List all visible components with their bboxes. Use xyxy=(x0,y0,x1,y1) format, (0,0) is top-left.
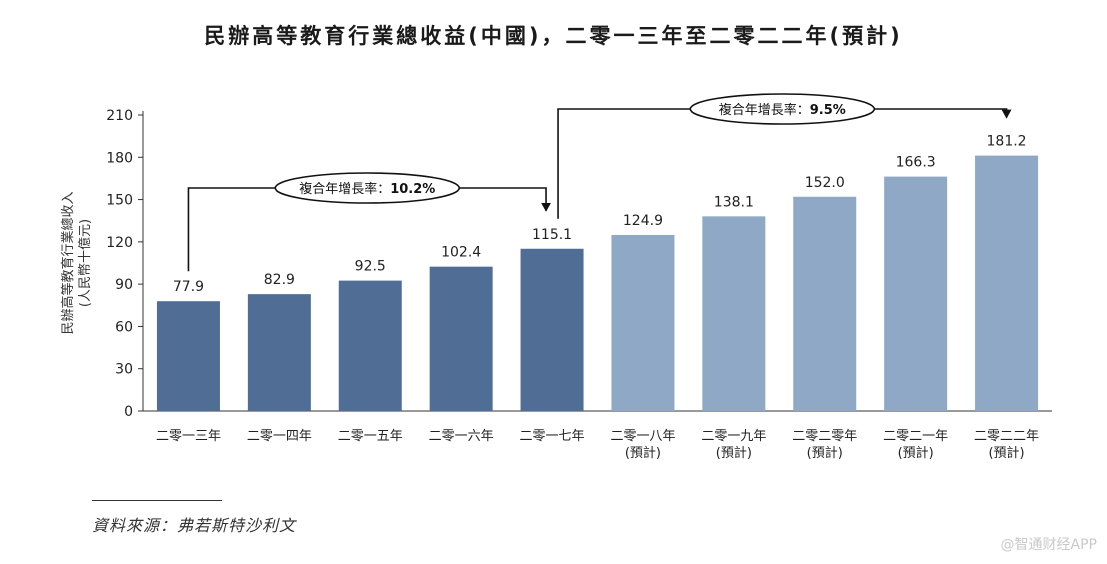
source-note: 資料來源：弗若斯特沙利文 xyxy=(92,516,297,535)
data-label: 152.0 xyxy=(805,175,845,191)
cagr-value: 9.5% xyxy=(810,103,846,118)
y-tick-label: 120 xyxy=(106,235,133,251)
data-label: 77.9 xyxy=(173,279,204,295)
x-tick-label: 二零一八年 xyxy=(610,429,675,444)
x-tick-label: (預計) xyxy=(716,445,752,461)
bar xyxy=(611,234,675,411)
x-tick-label: 二零一五年 xyxy=(338,429,403,444)
y-tick-label: 90 xyxy=(115,277,133,293)
data-labels: 77.9 82.9 92.5 102.4 115.1 124.9 138.1 152.0 166… xyxy=(173,134,1027,296)
bar xyxy=(975,155,1039,411)
x-tick-label: (預計) xyxy=(625,445,661,461)
watermark: @智通财经APP xyxy=(1000,537,1097,553)
cagr-value: 10.2% xyxy=(390,182,435,197)
y-axis-label: 民辦高等教育行業總收入 (人民幣十億元) xyxy=(60,191,93,334)
x-tick-label: 二零一九年 xyxy=(701,429,766,444)
bars xyxy=(156,155,1039,411)
data-label: 82.9 xyxy=(264,272,295,288)
cagr-ellipse xyxy=(689,93,876,125)
y-tick-label: 60 xyxy=(115,319,133,335)
y-axis-label-line: 民辦高等教育行業總收入 xyxy=(60,191,76,334)
y-axis-label-line: (人民幣十億元) xyxy=(77,219,93,307)
axes: 0 30 60 90 120 150 180 210 xyxy=(106,108,1052,420)
bar xyxy=(338,280,402,411)
cagr-label: 複合年增長率：10.2% xyxy=(299,181,435,197)
cagr-label-text: 複合年增長率： xyxy=(299,181,390,197)
y-tick-label: 30 xyxy=(115,362,133,378)
data-label: 102.4 xyxy=(441,245,481,261)
x-tick-label: (預計) xyxy=(988,445,1024,461)
x-tick-label: 二零二二年 xyxy=(974,429,1039,444)
cagr-ellipse xyxy=(274,172,461,204)
data-label: 124.9 xyxy=(623,213,663,229)
x-tick-label: 二零一六年 xyxy=(429,429,494,444)
x-tick-label: 二零二零年 xyxy=(792,429,857,444)
chart-title: 民辦高等教育行業總收益(中國)，二零一三年至二零二二年(預計) xyxy=(204,24,903,48)
data-label: 115.1 xyxy=(532,227,572,243)
x-tick-label: 二零二一年 xyxy=(883,429,948,444)
x-tick-label: 二零一三年 xyxy=(156,429,221,444)
data-label: 181.2 xyxy=(987,134,1027,150)
x-tick-label: (預計) xyxy=(807,445,843,461)
bar xyxy=(156,301,220,411)
cagr-annotation: 複合年增長率：9.5% xyxy=(557,93,1012,219)
y-tick-label: 150 xyxy=(106,193,133,209)
data-label: 166.3 xyxy=(896,155,936,171)
bar xyxy=(520,248,584,411)
y-tick-label: 210 xyxy=(106,108,133,124)
y-tick-label: 180 xyxy=(106,150,133,166)
source-rule xyxy=(92,500,222,501)
bar xyxy=(884,176,948,411)
bar xyxy=(793,196,857,411)
cagr-annotation: 複合年增長率：10.2% xyxy=(187,172,552,272)
x-tick-label: 二零一七年 xyxy=(520,429,585,444)
x-tick-label: (預計) xyxy=(898,445,934,461)
cagr-label: 複合年增長率：9.5% xyxy=(719,102,846,118)
bar xyxy=(702,216,766,411)
bar xyxy=(247,294,311,411)
y-tick-label: 0 xyxy=(124,404,133,420)
bar xyxy=(429,266,493,411)
data-label: 138.1 xyxy=(714,194,754,210)
cagr-annotations: 複合年增長率：10.2%複合年增長率：9.5% xyxy=(187,93,1012,272)
data-label: 92.5 xyxy=(355,259,386,275)
x-tick-label: 二零一四年 xyxy=(247,429,312,444)
cagr-label-text: 複合年增長率： xyxy=(719,102,810,118)
x-tick-labels: 二零一三年 二零一四年 二零一五年 二零一六年 二零一七年 二零一八年(預計)二零一九年(… xyxy=(156,429,1039,461)
